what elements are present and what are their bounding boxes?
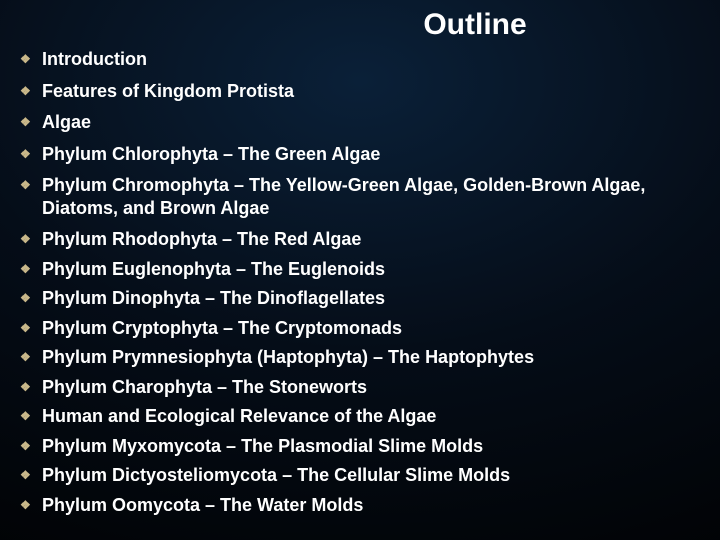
diamond-bullet-icon: ❖	[20, 84, 42, 99]
list-item: ❖ Human and Ecological Relevance of the …	[20, 405, 700, 428]
list-item: ❖ Introduction	[20, 48, 700, 71]
list-item-text: Human and Ecological Relevance of the Al…	[42, 405, 700, 428]
list-item-text: Phylum Myxomycota – The Plasmodial Slime…	[42, 435, 700, 458]
diamond-bullet-icon: ❖	[20, 439, 42, 454]
diamond-bullet-icon: ❖	[20, 147, 42, 162]
list-item: ❖ Phylum Dinophyta – The Dinoflagellates	[20, 287, 700, 310]
diamond-bullet-icon: ❖	[20, 232, 42, 247]
list-item-text: Algae	[42, 111, 700, 134]
diamond-bullet-icon: ❖	[20, 321, 42, 336]
diamond-bullet-icon: ❖	[20, 52, 42, 67]
list-item-text: Introduction	[42, 48, 700, 71]
list-item: ❖ Phylum Chlorophyta – The Green Algae	[20, 143, 700, 166]
list-item-text: Phylum Rhodophyta – The Red Algae	[42, 228, 700, 251]
list-item-text: Phylum Oomycota – The Water Molds	[42, 494, 700, 517]
list-item: ❖ Phylum Oomycota – The Water Molds	[20, 494, 700, 517]
list-item-text: Phylum Dictyosteliomycota – The Cellular…	[42, 464, 700, 487]
list-item-text: Phylum Chlorophyta – The Green Algae	[42, 143, 700, 166]
outline-list: ❖ Introduction ❖ Features of Kingdom Pro…	[20, 48, 700, 516]
list-item-text: Phylum Cryptophyta – The Cryptomonads	[42, 317, 700, 340]
list-item-text: Features of Kingdom Protista	[42, 80, 700, 103]
list-item: ❖ Phylum Cryptophyta – The Cryptomonads	[20, 317, 700, 340]
diamond-bullet-icon: ❖	[20, 468, 42, 483]
list-item-text: Phylum Prymnesiophyta (Haptophyta) – The…	[42, 346, 700, 369]
list-item: ❖ Phylum Charophyta – The Stoneworts	[20, 376, 700, 399]
list-item: ❖ Phylum Dictyosteliomycota – The Cellul…	[20, 464, 700, 487]
slide-title: Outline	[20, 8, 700, 42]
diamond-bullet-icon: ❖	[20, 350, 42, 365]
list-item: ❖ Phylum Prymnesiophyta (Haptophyta) – T…	[20, 346, 700, 369]
list-item: ❖ Features of Kingdom Protista	[20, 80, 700, 103]
list-item: ❖ Phylum Euglenophyta – The Euglenoids	[20, 258, 700, 281]
diamond-bullet-icon: ❖	[20, 115, 42, 130]
diamond-bullet-icon: ❖	[20, 498, 42, 513]
list-item: ❖ Phylum Chromophyta – The Yellow-Green …	[20, 174, 700, 219]
diamond-bullet-icon: ❖	[20, 409, 42, 424]
list-item: ❖ Phylum Myxomycota – The Plasmodial Sli…	[20, 435, 700, 458]
list-item-text: Phylum Euglenophyta – The Euglenoids	[42, 258, 700, 281]
list-item-text: Phylum Chromophyta – The Yellow-Green Al…	[42, 174, 700, 219]
list-item-text: Phylum Charophyta – The Stoneworts	[42, 376, 700, 399]
list-item: ❖ Algae	[20, 111, 700, 134]
diamond-bullet-icon: ❖	[20, 178, 42, 193]
diamond-bullet-icon: ❖	[20, 291, 42, 306]
diamond-bullet-icon: ❖	[20, 262, 42, 277]
list-item-text: Phylum Dinophyta – The Dinoflagellates	[42, 287, 700, 310]
slide: Outline ❖ Introduction ❖ Features of Kin…	[0, 0, 720, 540]
diamond-bullet-icon: ❖	[20, 380, 42, 395]
list-item: ❖ Phylum Rhodophyta – The Red Algae	[20, 228, 700, 251]
